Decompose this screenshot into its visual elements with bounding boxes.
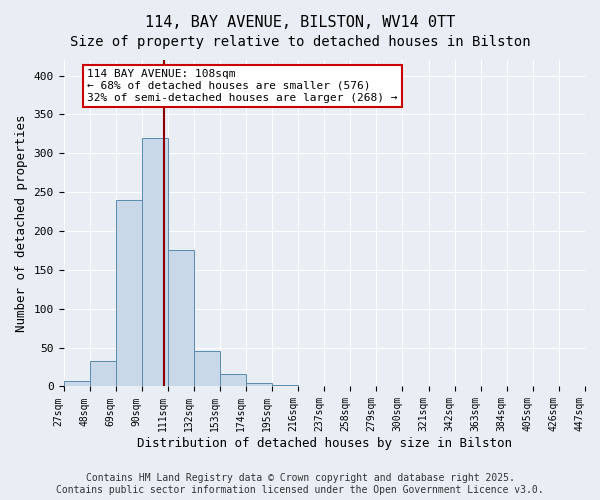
- Bar: [116, 200, 142, 386]
- Bar: [142, 138, 168, 386]
- Bar: [246, 384, 272, 386]
- Bar: [64, 381, 89, 386]
- Text: 114 BAY AVENUE: 108sqm
← 68% of detached houses are smaller (576)
32% of semi-de: 114 BAY AVENUE: 108sqm ← 68% of detached…: [87, 70, 398, 102]
- Bar: [194, 352, 220, 386]
- Text: Size of property relative to detached houses in Bilston: Size of property relative to detached ho…: [70, 35, 530, 49]
- Text: Contains HM Land Registry data © Crown copyright and database right 2025.
Contai: Contains HM Land Registry data © Crown c…: [56, 474, 544, 495]
- X-axis label: Distribution of detached houses by size in Bilston: Distribution of detached houses by size …: [137, 437, 512, 450]
- Bar: [220, 374, 246, 386]
- Bar: [89, 361, 116, 386]
- Bar: [272, 385, 298, 386]
- Text: 114, BAY AVENUE, BILSTON, WV14 0TT: 114, BAY AVENUE, BILSTON, WV14 0TT: [145, 15, 455, 30]
- Bar: [168, 250, 194, 386]
- Y-axis label: Number of detached properties: Number of detached properties: [15, 114, 28, 332]
